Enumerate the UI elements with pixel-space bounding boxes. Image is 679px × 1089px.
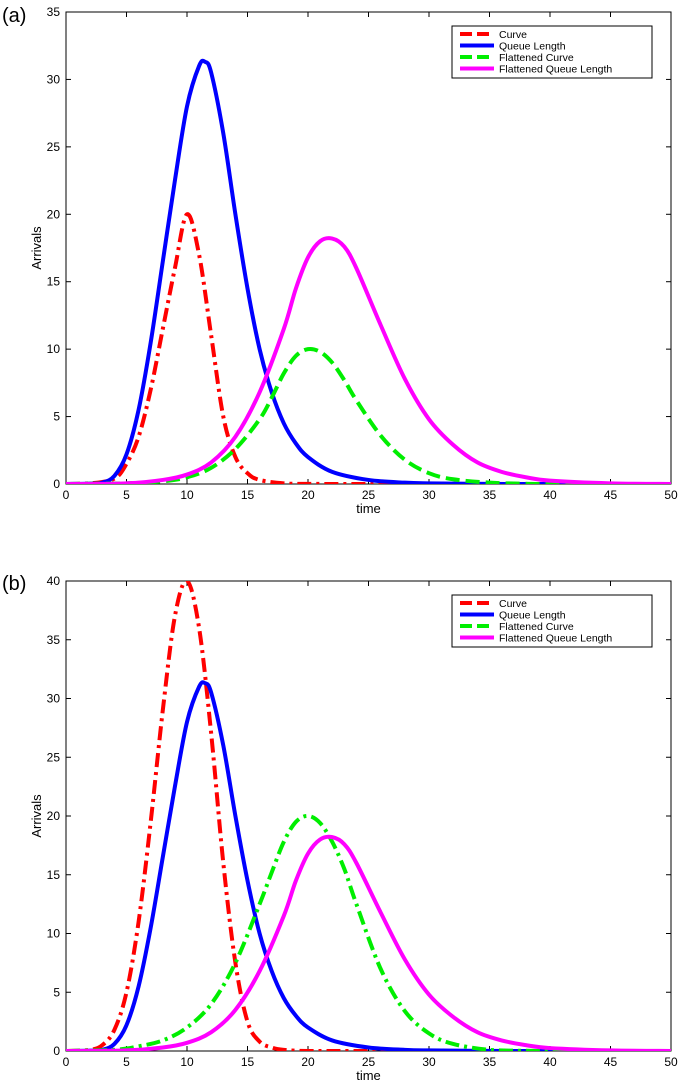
legend-label: Curve <box>499 29 527 41</box>
y-tick-label: 20 <box>47 809 61 823</box>
x-axis-title: time <box>356 501 381 516</box>
y-tick-label: 35 <box>47 633 61 647</box>
series-line-flattened-queue-length <box>66 834 671 1051</box>
chart-panel-a: (a) 0 5 10 15 20 25 30 35 40 45 50 0 5 10 15 20 25 30 35 tim… <box>2 5 678 516</box>
axes-box <box>65 580 672 1052</box>
series-line-curve <box>66 212 671 484</box>
x-tick-label: 30 <box>422 488 436 502</box>
x-axis-title: time <box>356 1068 381 1083</box>
legend-label: Queue Length <box>499 41 566 53</box>
x-tick-label: 10 <box>180 1055 194 1069</box>
y-axis-title: Arrivals <box>29 794 44 838</box>
x-tick-label: 20 <box>301 1055 315 1069</box>
y-tick-label: 30 <box>47 72 61 86</box>
x-tick-label: 20 <box>301 488 315 502</box>
y-tick-label: 30 <box>47 692 61 706</box>
legend-label: Flattened Curve <box>499 52 574 64</box>
axes-box <box>65 11 672 485</box>
x-tick-label: 25 <box>362 488 376 502</box>
series-line-flattened-curve <box>66 813 671 1051</box>
legend-label: Flattened Queue Length <box>499 633 612 645</box>
x-tick-label: 5 <box>123 488 130 502</box>
chart-panel-b: (b) 0 5 10 15 20 25 30 35 40 45 50 0 5 10 15 20 25 30 35 40 t… <box>2 573 678 1083</box>
y-tick-label: 25 <box>47 140 61 154</box>
y-tick-label: 20 <box>47 207 61 221</box>
legend-label: Queue Length <box>499 610 566 622</box>
x-tick-label: 15 <box>241 488 255 502</box>
x-tick-label: 45 <box>604 1055 618 1069</box>
x-tick-label: 0 <box>63 1055 70 1069</box>
x-tick-label: 30 <box>422 1055 436 1069</box>
y-tick-label: 5 <box>53 985 60 999</box>
series-line-flattened-curve <box>66 346 671 484</box>
legend-label: Flattened Curve <box>499 621 574 633</box>
series-line-queue-length <box>66 680 671 1051</box>
series-line-flattened-queue-length <box>66 236 671 484</box>
y-tick-label: 5 <box>53 410 60 424</box>
y-tick-label: 35 <box>47 5 61 19</box>
y-tick-label: 10 <box>47 342 61 356</box>
x-tick-label: 0 <box>63 488 70 502</box>
legend-label: Curve <box>499 598 527 610</box>
x-tick-label: 10 <box>180 488 194 502</box>
x-tick-label: 45 <box>604 488 618 502</box>
series-line-curve <box>66 581 671 1051</box>
y-tick-label: 15 <box>47 275 61 289</box>
y-axis-title: Arrivals <box>29 226 44 270</box>
x-tick-label: 15 <box>241 1055 255 1069</box>
y-tick-label: 25 <box>47 750 61 764</box>
y-tick-label: 40 <box>47 574 61 588</box>
y-tick-label: 10 <box>47 927 61 941</box>
series-line-queue-length <box>66 58 671 484</box>
x-tick-label: 35 <box>483 488 497 502</box>
panel-label: (a) <box>2 5 26 27</box>
x-tick-label: 50 <box>664 1055 678 1069</box>
y-tick-label: 0 <box>53 1044 60 1058</box>
x-tick-label: 40 <box>543 488 557 502</box>
panel-label: (b) <box>2 573 26 595</box>
y-tick-label: 15 <box>47 868 61 882</box>
y-tick-label: 0 <box>53 477 60 491</box>
legend-label: Flattened Queue Length <box>499 64 612 76</box>
x-tick-label: 50 <box>664 488 678 502</box>
x-tick-label: 25 <box>362 1055 376 1069</box>
x-tick-label: 35 <box>483 1055 497 1069</box>
x-tick-label: 40 <box>543 1055 557 1069</box>
x-tick-label: 5 <box>123 1055 130 1069</box>
